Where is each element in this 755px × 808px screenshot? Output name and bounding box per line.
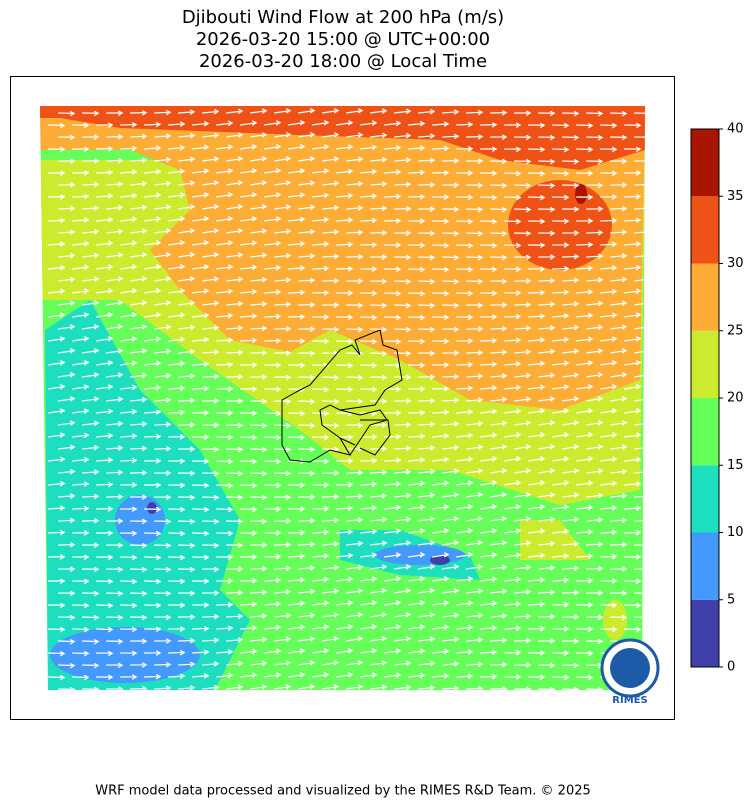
title-line: 2026-03-20 15:00 @ UTC+00:00 [196, 29, 490, 50]
colorbar-bin [691, 196, 719, 264]
colorbar: 0 5 10 15 20 25 30 35 40 [690, 122, 744, 675]
field-region [147, 502, 157, 514]
colorbar-tick-label: 0 [727, 660, 735, 675]
field-region [603, 600, 627, 640]
colorbar-tick-label: 15 [727, 458, 744, 473]
colorbar-bin [691, 263, 719, 331]
colorbar-bin [691, 465, 719, 533]
country-border [281, 329, 403, 463]
colorbar-tick-label: 20 [727, 391, 744, 406]
logo-globe [610, 648, 650, 688]
field-region [575, 184, 587, 204]
colorbar-bin [691, 129, 719, 197]
colorbar-tick-label: 30 [727, 256, 744, 271]
title-line: 2026-03-20 18:00 @ Local Time [199, 51, 487, 72]
map-frame [10, 76, 675, 720]
field-region [508, 180, 612, 270]
field-region [520, 520, 590, 560]
logo-text: RIMES [612, 695, 647, 706]
title-line: Djibouti Wind Flow at 200 hPa (m/s) [182, 7, 504, 28]
field-region [430, 555, 450, 565]
colorbar-bin [691, 532, 719, 600]
colorbar-tick-label: 35 [727, 189, 744, 204]
field-region [115, 495, 165, 545]
field-region [50, 627, 200, 683]
map: RIMES [10, 76, 675, 720]
footer: WRF model data processed and visualized … [95, 784, 591, 799]
colorbar-tick-label: 5 [727, 592, 735, 607]
wind-arrows [48, 107, 645, 690]
colorbar-tick-label: 25 [727, 323, 744, 338]
colorbar-bin [691, 398, 719, 466]
logo: RIMES [600, 638, 660, 706]
colorbar-tick-label: 40 [727, 122, 744, 137]
colorbar-bin [691, 599, 719, 667]
field-region [40, 106, 645, 170]
colorbar-bin [691, 330, 719, 398]
colorbar-tick-label: 10 [727, 525, 744, 540]
